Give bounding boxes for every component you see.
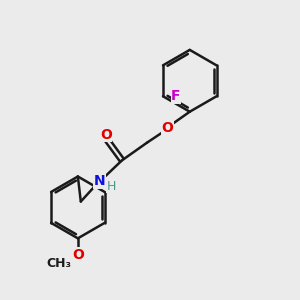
Text: O: O [72, 248, 84, 262]
Text: F: F [171, 89, 181, 103]
Text: CH₃: CH₃ [46, 257, 71, 270]
Text: O: O [162, 121, 174, 135]
Text: H: H [106, 180, 116, 193]
Text: N: N [94, 174, 106, 188]
Text: O: O [100, 128, 112, 142]
